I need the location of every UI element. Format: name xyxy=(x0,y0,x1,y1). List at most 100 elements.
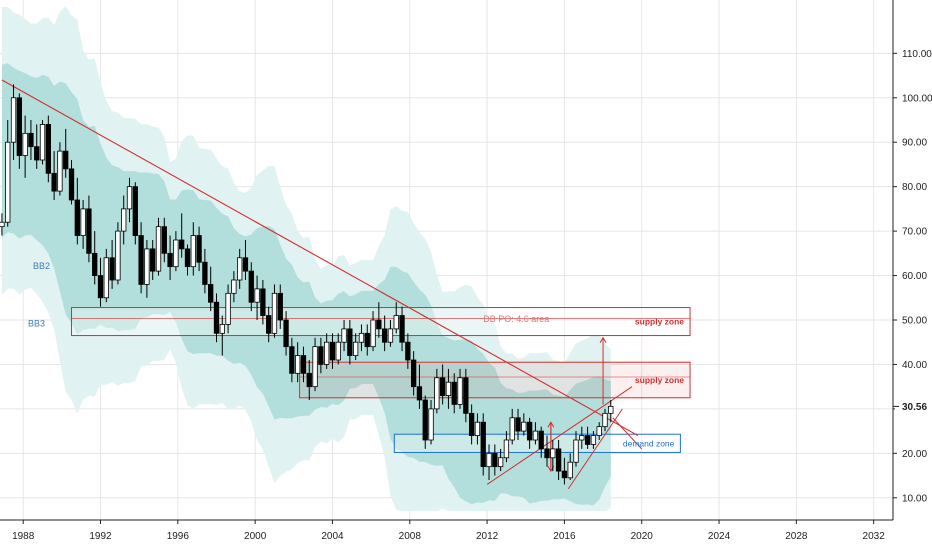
candle-body xyxy=(196,235,202,263)
candle-body xyxy=(573,439,579,463)
candle-body xyxy=(184,248,191,268)
candle-body xyxy=(480,421,486,468)
candle-body xyxy=(173,239,179,268)
candle-body xyxy=(596,426,602,436)
candle-body xyxy=(34,146,40,161)
supply-zone-label-upper: supply zone xyxy=(635,317,684,327)
candle-body xyxy=(515,417,521,432)
candle-body xyxy=(115,230,121,281)
candle-body xyxy=(109,257,115,281)
demand-zone-label: demand zone xyxy=(623,438,675,448)
candle-body xyxy=(295,355,301,374)
wedge-projection-line xyxy=(612,417,643,450)
x-tick-label: 2032 xyxy=(863,531,886,542)
candle-body xyxy=(266,315,272,334)
candle-body xyxy=(335,341,341,361)
candle-body xyxy=(370,319,376,348)
rising-wedge-line xyxy=(486,386,633,485)
wedge-support-line xyxy=(567,408,623,490)
candle-body xyxy=(179,239,185,250)
x-tick-label: 2028 xyxy=(785,531,808,542)
candle-body xyxy=(608,405,614,414)
candle-body xyxy=(602,412,608,428)
candle-body xyxy=(155,226,162,272)
candle-body xyxy=(381,328,388,343)
candle-body xyxy=(161,226,167,254)
candle-body xyxy=(410,359,417,388)
y-tick-label: 100.00 xyxy=(902,93,932,104)
candle-body xyxy=(132,186,138,236)
candle-body xyxy=(208,284,214,303)
candle-body xyxy=(103,257,109,299)
candle-body xyxy=(57,150,63,192)
candle-body xyxy=(202,261,208,285)
candle-body xyxy=(121,208,127,232)
candle-body xyxy=(445,381,452,396)
candle-body xyxy=(138,235,144,285)
candle-body xyxy=(213,301,220,334)
y-tick-label: 60.00 xyxy=(902,271,927,282)
chart-labels: BB2 BB3 supply zone supply zone demand z… xyxy=(28,261,684,448)
candle-body xyxy=(347,328,353,356)
candle-body xyxy=(486,452,492,468)
candle-body xyxy=(584,435,591,445)
x-tick-label: 2024 xyxy=(708,531,731,542)
candle-body xyxy=(579,435,585,441)
candle-body xyxy=(254,288,260,303)
candle-body xyxy=(219,324,225,334)
descending-trendline xyxy=(1,79,639,437)
y-tick-label: 90.00 xyxy=(902,138,927,149)
x-tick-label: 2000 xyxy=(244,531,267,542)
candle-body xyxy=(567,461,573,479)
candle-body xyxy=(92,252,98,276)
candle-body xyxy=(231,279,237,294)
candle-body xyxy=(503,439,510,459)
candle-body xyxy=(68,168,75,201)
candle-body xyxy=(463,377,469,414)
candle-body xyxy=(474,421,481,436)
candle-body xyxy=(532,430,539,441)
candle-body xyxy=(225,292,231,325)
candle-body xyxy=(538,430,544,450)
candle-body xyxy=(341,328,347,343)
candle-body xyxy=(318,346,324,365)
candle-body xyxy=(457,377,463,405)
y-tick-label: 10.00 xyxy=(902,493,927,504)
y-tick-label: 80.00 xyxy=(902,182,927,193)
supply-zone-box xyxy=(299,361,691,399)
candle-body xyxy=(329,341,336,361)
band-label-bb2: BB2 xyxy=(33,261,50,271)
candle-body xyxy=(561,470,568,479)
candle-body xyxy=(300,355,307,374)
candle-body xyxy=(358,332,365,343)
candle-body xyxy=(399,315,405,343)
candle-body xyxy=(28,132,34,148)
db-po-annotation: DB PO: 4.6 area xyxy=(483,314,549,324)
candle-body xyxy=(277,292,283,321)
candle-body xyxy=(353,341,359,356)
candle-body xyxy=(509,417,515,441)
candle-body xyxy=(439,377,446,396)
candle-body xyxy=(550,448,556,459)
candle-body xyxy=(167,252,173,268)
candle-body xyxy=(422,399,428,441)
candle-body xyxy=(150,248,156,272)
candle-body xyxy=(521,421,527,432)
y-tick-label: 110.00 xyxy=(902,49,932,60)
candle-body xyxy=(126,186,133,210)
candle-body xyxy=(590,435,597,445)
y-axis: 10.0020.0030.0040.0050.0060.0070.0080.00… xyxy=(892,0,932,520)
candle-body xyxy=(324,341,330,365)
candle-body xyxy=(393,315,399,330)
candle-body xyxy=(434,377,440,410)
candle-body xyxy=(190,235,196,268)
measure-arrow-up-head xyxy=(547,421,555,428)
candle-body xyxy=(242,257,249,272)
candle-body xyxy=(306,372,312,388)
candle-body xyxy=(74,199,80,236)
candle-body xyxy=(237,257,243,281)
candle-body xyxy=(468,412,475,436)
last-price-marker: 30.56 xyxy=(893,399,931,414)
y-tick-label: 50.00 xyxy=(902,316,927,327)
